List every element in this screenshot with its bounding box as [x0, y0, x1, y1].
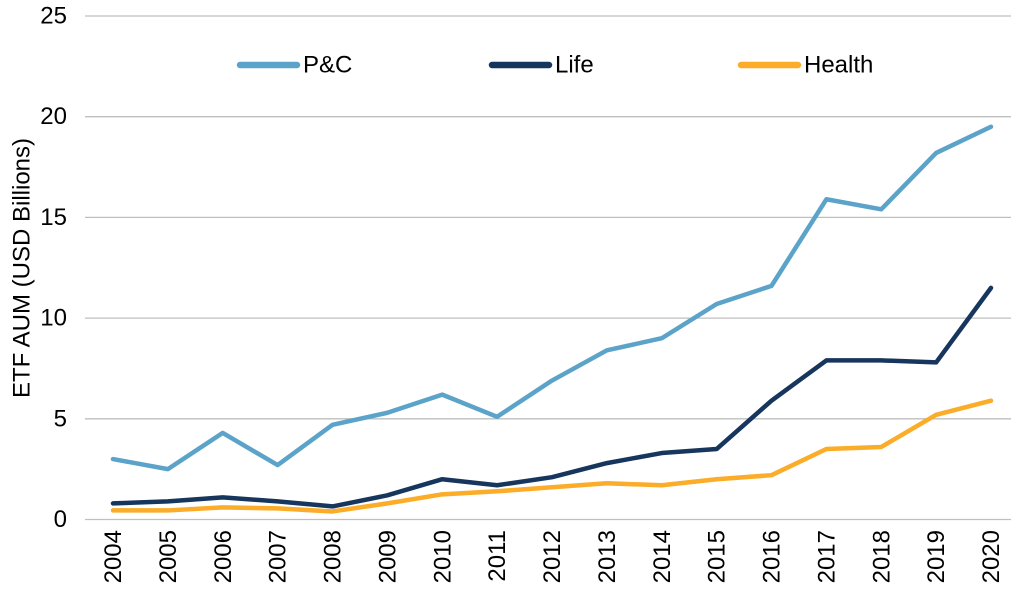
gridlines: [85, 15, 1011, 521]
x-tick-label: 2006: [210, 530, 237, 583]
x-tick-label: 2020: [978, 530, 1005, 583]
x-tick-label: 2018: [868, 530, 895, 583]
x-tick-label: 2012: [539, 530, 566, 583]
y-tick-label: 0: [54, 506, 67, 533]
x-tick-label: 2011: [484, 530, 511, 582]
x-tick-label: 2019: [923, 530, 950, 583]
x-tick-label: 2013: [594, 530, 621, 583]
legend-label: Life: [555, 52, 594, 79]
x-tick-label: 2004: [100, 530, 127, 583]
series-line-health: [110, 398, 994, 514]
x-tick-label: 2017: [813, 530, 840, 583]
legend-item: P&C: [236, 52, 352, 79]
y-tick-label: 20: [40, 103, 67, 130]
y-tick-label: 25: [40, 3, 67, 30]
x-tick-label: 2014: [649, 530, 676, 583]
series-line-life: [110, 285, 994, 509]
y-axis-tick-labels: 0 5 10 15 20 25: [40, 3, 67, 534]
y-tick-label: 15: [40, 204, 67, 231]
x-tick-label: 2016: [759, 530, 786, 583]
legend-item: Health: [737, 52, 873, 79]
legend-item: Life: [488, 52, 594, 79]
y-tick-label: 10: [40, 305, 67, 332]
x-tick-label: 2008: [320, 530, 347, 583]
series-line-p-c: [110, 124, 994, 472]
y-axis-title: ETF AUM (USD Billions): [9, 138, 36, 398]
x-tick-label: 2009: [374, 530, 401, 583]
x-axis-tick-labels: 2004 2005 2006 2007 2008 2009 2010 2011 2012 2013…: [100, 530, 1005, 583]
x-tick-label: 2007: [265, 530, 292, 583]
x-tick-label: 2015: [704, 530, 731, 583]
legend-label: P&C: [303, 52, 352, 79]
legend: P&C Life Health: [236, 52, 873, 79]
x-tick-label: 2010: [429, 530, 456, 583]
legend-label: Health: [804, 52, 873, 79]
y-tick-label: 5: [54, 405, 67, 432]
series-lines: [110, 124, 994, 514]
x-tick-label: 2005: [155, 530, 182, 583]
